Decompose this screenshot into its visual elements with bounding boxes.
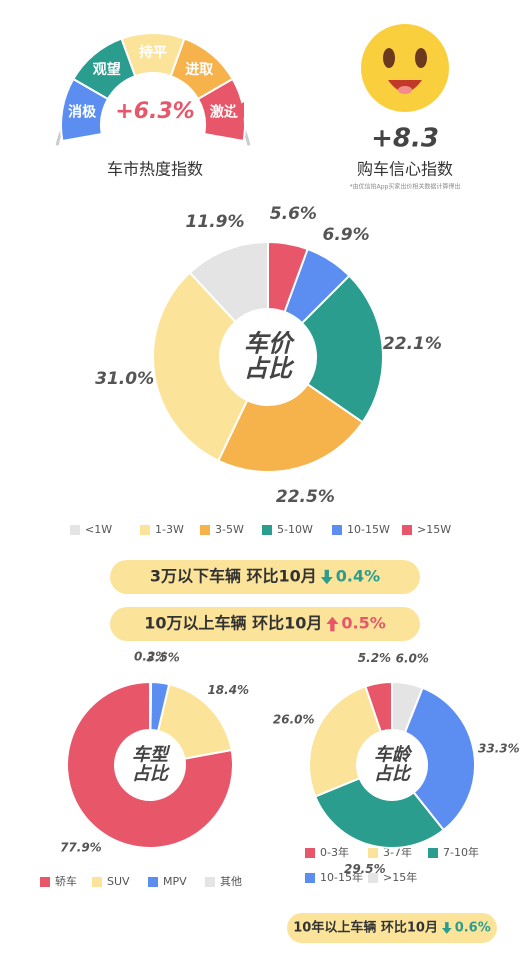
legend-label: 0-3年: [320, 845, 349, 859]
legend-swatch: [332, 525, 342, 535]
emoji-tongue: [398, 86, 412, 94]
center-label: 占比: [374, 763, 412, 784]
slice-value-label: 6.0%: [396, 651, 429, 665]
note-change: 0.5%: [341, 614, 385, 633]
slice-value-label: 77.9%: [60, 840, 102, 854]
note-change: 0.6%: [455, 921, 491, 936]
note-arrow: [320, 569, 333, 585]
note-pill: [110, 560, 420, 594]
legend-swatch: [148, 877, 158, 887]
legend-label: <1W: [85, 523, 112, 536]
legend-label: SUV: [107, 875, 130, 888]
note-text: 10万以上车辆 环比10月: [144, 614, 322, 633]
center-label: 车价: [244, 329, 295, 357]
legend-swatch: [262, 525, 272, 535]
legend-label: MPV: [163, 875, 187, 888]
note-change: 0.4%: [336, 567, 380, 586]
legend-label: >15年: [383, 870, 417, 884]
legend-swatch: [40, 877, 50, 887]
note-text: 3万以下车辆 环比10月: [150, 567, 317, 586]
legend-label: >15W: [417, 523, 451, 536]
slice-value-label: 18.4%: [207, 683, 249, 697]
center-label: 车龄: [374, 745, 413, 766]
legend-swatch: [70, 525, 80, 535]
emoji-eye: [383, 48, 395, 68]
donut-slice: [403, 686, 476, 832]
heat-title: 车市热度指数: [107, 160, 203, 179]
slice-value-label: 5.6%: [270, 204, 317, 224]
legend-swatch: [305, 873, 315, 883]
confidence-title: 购车信心指数: [357, 160, 453, 179]
donut-slice: [217, 382, 365, 473]
legend-label: 轿车: [55, 874, 77, 888]
legend-swatch: [402, 525, 412, 535]
slice-value-label: 6.9%: [323, 225, 370, 245]
slice-value-label: 33.3%: [478, 742, 520, 756]
emoji: [361, 24, 449, 112]
center-label: 占比: [244, 355, 295, 383]
legend-label: 3-5W: [215, 523, 244, 536]
donut-slice: [66, 680, 234, 849]
legend-label: 其他: [220, 875, 242, 888]
gauge-pointer: [230, 102, 244, 118]
slice-value-label: 22.1%: [383, 334, 442, 354]
slice-value-label: 29.5%: [344, 862, 386, 876]
heat-value: +6.3%: [115, 99, 194, 124]
legend-swatch: [428, 848, 438, 858]
slice-value-label: 3.5%: [147, 650, 180, 664]
slice-value-label: 11.9%: [186, 212, 245, 232]
donut-hole: [358, 731, 426, 799]
legend-swatch: [305, 848, 315, 858]
slice-value-label: 31.0%: [95, 369, 154, 389]
legend-swatch: [368, 873, 378, 883]
gauge-level-label: 持平: [139, 44, 167, 61]
confidence-value: +8.3: [371, 124, 439, 154]
donut-slice: [152, 271, 249, 463]
gauge-level-label: 进取: [185, 62, 214, 78]
legend-swatch: [368, 848, 378, 858]
slice-value-label: 5.2%: [358, 651, 391, 665]
donut-slice: [283, 247, 351, 325]
donut-slice: [313, 776, 446, 849]
center-label: 占比: [132, 763, 170, 784]
emoji-eye: [415, 48, 427, 68]
donut-slice: [391, 680, 424, 734]
slice-value-label: 26.0%: [273, 713, 315, 727]
legend-swatch: [205, 877, 215, 887]
donut-slice: [300, 274, 384, 424]
legend-label: 5-10W: [277, 523, 313, 536]
legend-swatch: [140, 525, 150, 535]
donut-slice: [149, 680, 153, 732]
donut-hole: [116, 731, 184, 799]
gauge-segment: [196, 77, 246, 143]
slice-value-label: 22.5%: [276, 487, 335, 507]
emoji-face: [361, 24, 449, 112]
center-label: 车型: [132, 745, 171, 766]
legend-swatch: [92, 877, 102, 887]
donut-slice: [156, 683, 233, 760]
note-pill: [110, 607, 420, 641]
gauge-level-label: 消极: [68, 103, 97, 120]
gauge-level-label: 激进: [210, 103, 238, 120]
legend-label: 10-15年: [320, 870, 363, 884]
donut-hole: [221, 310, 315, 404]
donut-slice: [308, 685, 383, 798]
slice-value-label: 0.2%: [134, 650, 167, 664]
confidence-note: *由优信拍App买家出价相关数据计算得出: [350, 183, 461, 191]
legend-label: 7-10年: [443, 845, 479, 859]
note-arrow: [326, 616, 339, 632]
gauge-level-label: 观望: [93, 61, 121, 78]
legend-swatch: [200, 525, 210, 535]
legend-label: 10-15W: [347, 523, 390, 536]
legend-label: 1-3W: [155, 523, 184, 536]
donut-slice: [267, 240, 309, 314]
note-arrow: [441, 922, 452, 934]
note-text: 10年以上车辆 环比10月: [293, 920, 438, 936]
note-pill: [287, 913, 497, 943]
